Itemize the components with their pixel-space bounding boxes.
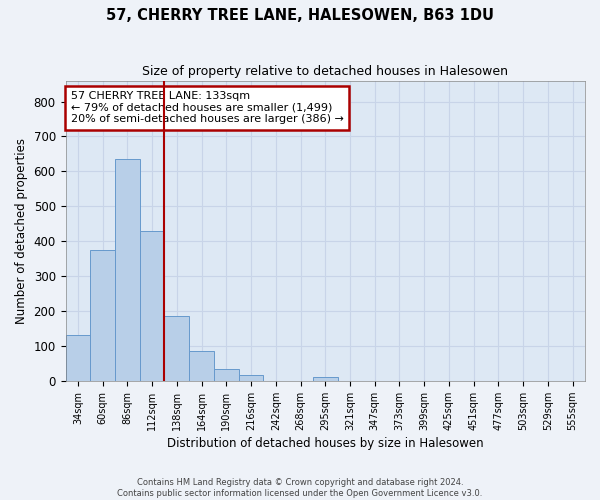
Bar [65,336,90,381]
Bar [115,159,140,381]
Bar [164,316,189,381]
X-axis label: Distribution of detached houses by size in Halesowen: Distribution of detached houses by size … [167,437,484,450]
Bar [313,378,338,381]
Text: 57 CHERRY TREE LANE: 133sqm
← 79% of detached houses are smaller (1,499)
20% of : 57 CHERRY TREE LANE: 133sqm ← 79% of det… [71,91,344,124]
Title: Size of property relative to detached houses in Halesowen: Size of property relative to detached ho… [142,65,508,78]
Bar [140,230,164,381]
Bar [90,250,115,381]
Bar [214,368,239,381]
Y-axis label: Number of detached properties: Number of detached properties [15,138,28,324]
Text: Contains HM Land Registry data © Crown copyright and database right 2024.
Contai: Contains HM Land Registry data © Crown c… [118,478,482,498]
Bar [189,351,214,381]
Bar [239,375,263,381]
Text: 57, CHERRY TREE LANE, HALESOWEN, B63 1DU: 57, CHERRY TREE LANE, HALESOWEN, B63 1DU [106,8,494,22]
